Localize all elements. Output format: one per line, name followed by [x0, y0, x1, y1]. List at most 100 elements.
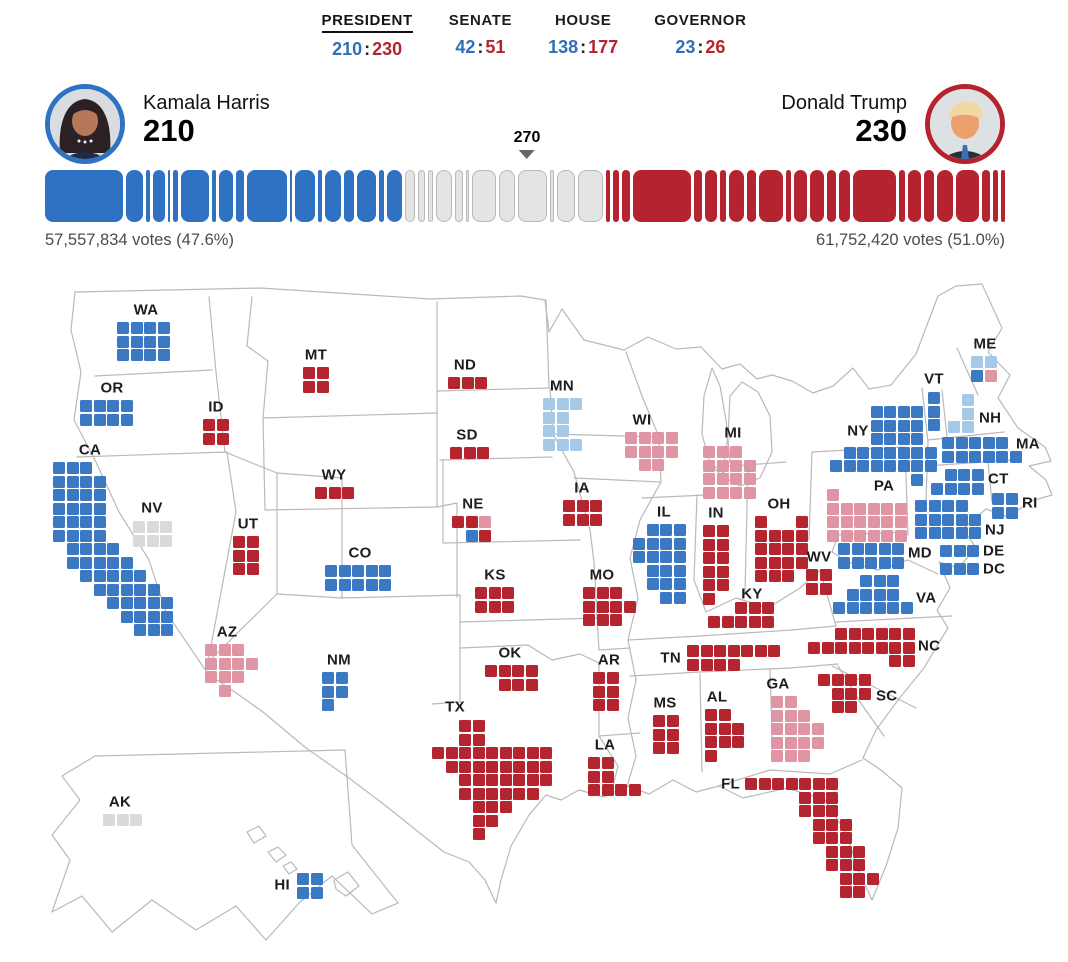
ev-square-mi — [716, 473, 729, 485]
harris-bar-segment — [325, 170, 341, 222]
ev-square-mn — [556, 398, 569, 410]
trump-bar-segment — [955, 170, 979, 222]
ev-square-md — [851, 543, 864, 555]
ev-square-pa — [827, 516, 839, 528]
tab-house[interactable]: HOUSE 138:177 — [548, 12, 618, 60]
ev-square-ny — [911, 433, 923, 445]
ev-square-oh — [755, 556, 767, 569]
ev-square-mo — [623, 600, 636, 613]
ev-square-ne — [452, 516, 464, 528]
ev-square-wa — [130, 322, 143, 334]
ev-square-co — [338, 565, 351, 577]
ev-square-ct — [971, 469, 984, 481]
trump-bar-segment — [747, 170, 757, 222]
state-label-nh: NH — [979, 409, 1002, 427]
ev-square-ca — [107, 583, 119, 596]
ev-square-ga — [784, 696, 797, 708]
state-label-in: IN — [708, 504, 724, 522]
ev-square-oh — [755, 570, 767, 582]
trump-bar-segment — [621, 170, 631, 222]
ev-square-ca — [53, 475, 65, 488]
ev-square-ga — [784, 709, 797, 722]
ev-square-or — [80, 400, 92, 412]
ev-square-ca — [80, 556, 92, 569]
ev-square-tx — [472, 828, 485, 840]
ev-square-ny — [870, 406, 883, 418]
ev-square-pa — [894, 516, 907, 528]
ev-square-sc — [845, 687, 857, 700]
ev-square-ky — [721, 615, 734, 628]
ev-square-tx — [540, 774, 552, 786]
ev-square-fl — [812, 805, 825, 817]
trump-bar-segment — [809, 170, 825, 222]
tab-president[interactable]: PRESIDENT 210:230 — [321, 12, 413, 60]
ev-square-sc — [818, 674, 830, 686]
state-label-mt: MT — [304, 346, 328, 364]
ev-square-ks — [502, 600, 514, 613]
ev-square-mi — [743, 486, 756, 499]
state-label-ia: IA — [574, 479, 590, 497]
ev-square-mi — [703, 486, 715, 499]
state-label-oh: OH — [767, 495, 791, 513]
harris-bar-segment — [172, 170, 179, 222]
ev-square-ca — [107, 556, 119, 569]
harris-bar-segment — [145, 170, 151, 222]
ev-square-md — [892, 556, 904, 569]
ev-square-oh — [795, 529, 808, 542]
ev-square-mt — [303, 367, 315, 379]
trump-bar-segment — [605, 170, 610, 222]
state-label-me: ME — [973, 335, 997, 353]
ev-square-co — [365, 565, 378, 577]
ev-square-ca — [93, 475, 106, 488]
ev-square-ca — [80, 475, 92, 488]
ev-square-ct — [931, 482, 943, 495]
ev-square-ma — [996, 437, 1008, 449]
ev-square-md — [892, 543, 904, 555]
ev-square-fl — [853, 872, 865, 885]
ev-square-ca — [80, 529, 92, 542]
state-label-ca: CA — [78, 441, 102, 459]
ev-square-ct — [971, 482, 984, 495]
ev-square-nv — [160, 534, 172, 547]
trump-bar-segment — [923, 170, 935, 222]
ev-square-ca — [66, 475, 79, 488]
ev-square-ms — [653, 742, 665, 754]
ev-square-ar — [606, 699, 619, 711]
ev-square-ga — [771, 723, 783, 735]
tab-governor[interactable]: GOVERNOR 23:26 — [654, 12, 746, 60]
ev-square-wa — [144, 322, 156, 334]
ev-square-in — [716, 579, 729, 591]
ev-square-ct — [944, 469, 957, 481]
tab-senate[interactable]: SENATE 42:51 — [449, 12, 512, 60]
ev-square-pa — [881, 502, 893, 515]
ev-square-ct — [944, 482, 957, 495]
ev-square-wv — [806, 582, 818, 595]
ev-square-ut — [233, 536, 245, 548]
ev-square-in — [703, 565, 715, 578]
ev-square-ny — [897, 419, 910, 432]
ev-square-sd — [463, 447, 476, 459]
ev-square-al — [718, 736, 731, 748]
ev-square-al — [705, 709, 717, 721]
ev-square-fl — [799, 791, 811, 804]
tab-score: 210:230 — [332, 39, 403, 59]
harris-bar-segment — [343, 170, 355, 222]
ev-square-wy — [328, 487, 341, 499]
ev-square-ri — [1005, 493, 1018, 505]
ev-square-wi — [638, 459, 651, 471]
ev-square-nj — [915, 513, 927, 526]
ev-square-al — [732, 736, 744, 748]
ev-square-tx — [459, 787, 471, 800]
harris-bar-segment — [153, 170, 165, 222]
ev-square-ny — [884, 433, 896, 445]
ev-square-wy — [315, 487, 327, 499]
tab-label: SENATE — [448, 12, 513, 29]
ev-square-in — [703, 538, 715, 551]
ev-square-co — [338, 578, 351, 591]
ev-square-oh — [782, 543, 794, 555]
ev-square-ut — [246, 549, 259, 562]
ev-square-il — [633, 551, 645, 563]
ev-square-oh — [768, 570, 781, 582]
state-label-ny: NY — [847, 422, 869, 440]
ev-square-il — [660, 551, 672, 563]
